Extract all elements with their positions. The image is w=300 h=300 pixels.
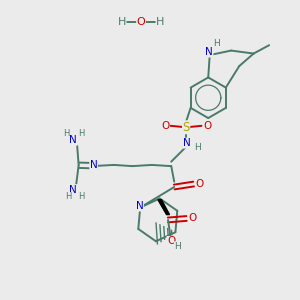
Text: O: O xyxy=(161,121,170,131)
Text: N: N xyxy=(183,138,190,148)
Text: N: N xyxy=(69,135,77,146)
Text: N: N xyxy=(205,47,213,57)
Text: H: H xyxy=(78,192,84,201)
Text: O: O xyxy=(196,179,204,189)
Text: H: H xyxy=(117,16,126,27)
Text: O: O xyxy=(167,236,175,247)
Text: O: O xyxy=(203,121,211,131)
Text: H: H xyxy=(174,242,181,251)
Polygon shape xyxy=(158,200,170,214)
Text: S: S xyxy=(182,121,190,134)
Text: H: H xyxy=(213,39,220,48)
Text: H: H xyxy=(63,129,69,138)
Text: H: H xyxy=(79,129,85,138)
Text: O: O xyxy=(188,214,196,224)
Text: N: N xyxy=(90,160,98,170)
Text: H: H xyxy=(194,143,201,152)
Text: N: N xyxy=(69,185,76,195)
Text: N: N xyxy=(136,201,143,211)
Text: O: O xyxy=(137,16,146,27)
Text: H: H xyxy=(156,16,165,27)
Text: H: H xyxy=(65,192,71,201)
